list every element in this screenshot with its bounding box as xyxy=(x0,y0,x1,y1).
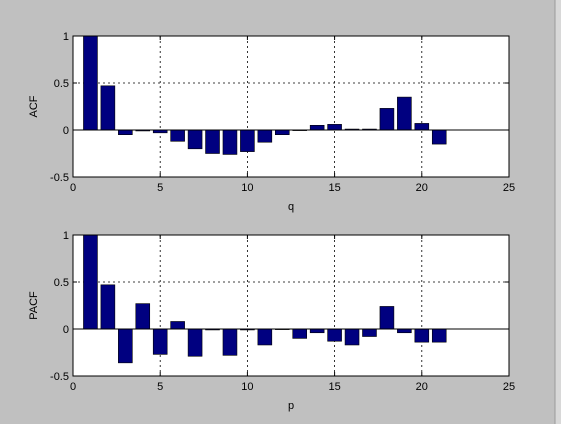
pacf-x-tick-label-15: 15 xyxy=(328,381,340,393)
acf-y-axis-label: ACF xyxy=(28,95,40,117)
acf-plot: 0 5 10 15 20 25-0.500.51 q ACF xyxy=(28,31,515,213)
acf-x-tick-label-20: 20 xyxy=(416,182,428,194)
pacf-y-tick-label-0.5: 0.5 xyxy=(54,277,69,289)
acf-y-tick-label-1: 1 xyxy=(63,31,69,43)
acf-bar-2 xyxy=(100,85,116,131)
acf-bar-3 xyxy=(118,129,133,135)
acf-bar-9 xyxy=(222,129,238,155)
acf-bar-20 xyxy=(414,123,430,131)
acf-x-tick-label-0: 0 xyxy=(70,182,76,194)
pacf-bar-13 xyxy=(292,328,307,339)
pacf-x-axis-label: p xyxy=(288,400,294,412)
pacf-y-tick-label--0.5: -0.5 xyxy=(50,371,69,383)
acf-ticks: 0 5 10 15 20 25-0.500.51 xyxy=(50,31,515,194)
pacf-plot: 0 5 10 15 20 25-0.500.51 p PACF xyxy=(28,230,515,412)
acf-x-tick-label-25: 25 xyxy=(503,182,515,194)
pacf-axes-frame xyxy=(72,234,510,377)
acf-axes-background xyxy=(73,36,509,177)
acf-bar-15 xyxy=(327,124,342,131)
acf-y-tick-label-0.5: 0.5 xyxy=(54,78,69,90)
pacf-bar-21 xyxy=(431,328,447,343)
acf-grid xyxy=(73,36,509,177)
acf-x-axis-label: q xyxy=(288,201,294,213)
acf-axes-frame xyxy=(72,35,510,178)
pacf-y-tick-label-1: 1 xyxy=(63,230,69,242)
pacf-x-tick-label-20: 20 xyxy=(416,381,428,393)
pacf-bar-19 xyxy=(397,328,412,334)
pacf-ticks: 0 5 10 15 20 25-0.500.51 xyxy=(50,230,515,393)
pacf-bar-16 xyxy=(344,328,360,346)
pacf-bar-7 xyxy=(187,328,203,357)
pacf-y-tick-label-0: 0 xyxy=(63,324,69,336)
acf-bar-8 xyxy=(205,129,220,154)
acf-bar-14 xyxy=(309,125,325,131)
acf-bar-18 xyxy=(379,108,395,131)
pacf-bar-14 xyxy=(309,328,325,334)
pacf-x-tick-label-10: 10 xyxy=(241,381,253,393)
acf-bar-1 xyxy=(83,35,98,131)
pacf-y-axis-label: PACF xyxy=(28,291,40,320)
acf-y-tick-label--0.5: -0.5 xyxy=(50,172,69,184)
acf-x-tick-label-5: 5 xyxy=(157,182,163,194)
acf-bar-12 xyxy=(275,129,290,135)
acf-x-tick-label-15: 15 xyxy=(328,182,340,194)
pacf-bar-15 xyxy=(327,328,342,342)
acf-bar-10 xyxy=(240,129,255,152)
pacf-bar-1 xyxy=(83,234,98,330)
pacf-bar-20 xyxy=(414,328,430,343)
acf-bar-6 xyxy=(170,129,185,142)
pacf-x-tick-label-0: 0 xyxy=(70,381,76,393)
pacf-x-tick-label-25: 25 xyxy=(503,381,515,393)
right-scrollbar-strip xyxy=(555,0,561,424)
pacf-x-tick-label-5: 5 xyxy=(157,381,163,393)
pacf-bar-4 xyxy=(135,303,151,330)
acf-x-tick-label-10: 10 xyxy=(241,182,253,194)
acf-bar-19 xyxy=(397,96,412,131)
pacf-bar-6 xyxy=(170,321,185,330)
acf-y-tick-label-0: 0 xyxy=(63,125,69,137)
acf-bar-7 xyxy=(187,129,203,150)
pacf-bar-18 xyxy=(379,306,395,330)
pacf-bar-11 xyxy=(257,328,273,346)
pacf-grid xyxy=(73,235,509,376)
pacf-bar-9 xyxy=(222,328,238,356)
pacf-bar-17 xyxy=(362,328,377,337)
acf-bar-11 xyxy=(257,129,273,143)
pacf-bar-2 xyxy=(100,284,116,330)
pacf-bar-3 xyxy=(118,328,133,364)
pacf-bar-5 xyxy=(152,328,168,355)
acf-bar-21 xyxy=(431,129,447,145)
